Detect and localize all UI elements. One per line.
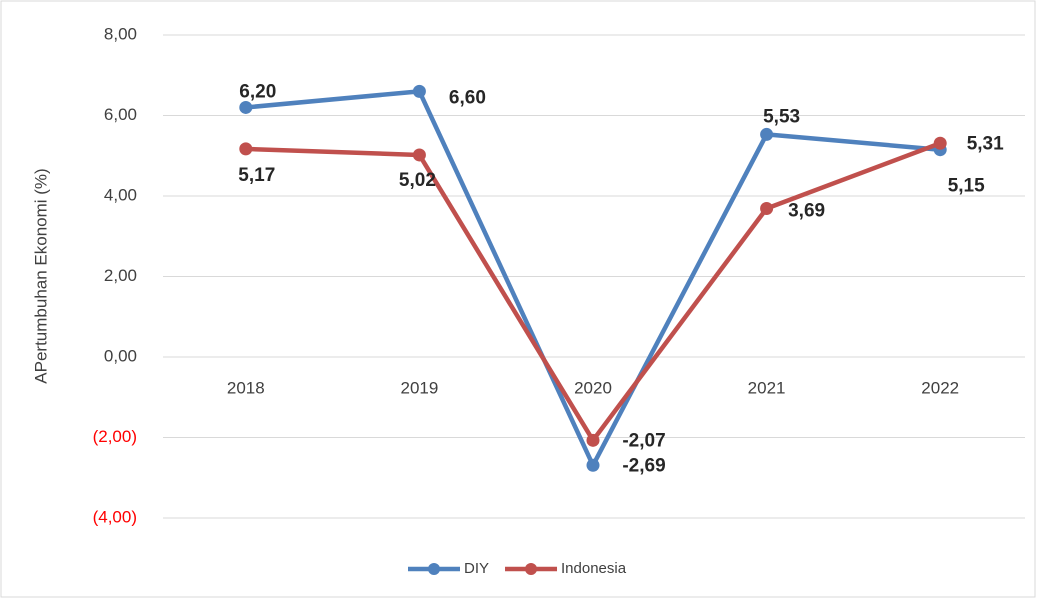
y-tick-label: (2,00): [93, 427, 137, 446]
data-label: 5,15: [948, 176, 985, 197]
data-label: 6,60: [449, 87, 486, 108]
x-tick-label: 2019: [400, 378, 438, 397]
data-point: [239, 142, 253, 156]
data-label: 3,69: [788, 200, 825, 221]
x-tick-label: 2020: [574, 378, 612, 397]
data-label: 6,20: [239, 81, 276, 102]
data-label: -2,69: [622, 455, 665, 476]
data-point: [412, 84, 426, 98]
y-tick-label: 4,00: [104, 185, 137, 204]
data-label: 5,02: [399, 170, 436, 191]
data-label: -2,07: [622, 430, 665, 451]
legend-label: DIY: [464, 560, 489, 577]
y-tick-label: 0,00: [104, 346, 137, 365]
y-tick-label: (4,00): [93, 507, 137, 526]
data-label: 5,17: [238, 165, 275, 186]
data-point: [760, 127, 774, 141]
y-tick-label: 2,00: [104, 266, 137, 285]
data-label: 5,53: [763, 106, 800, 127]
data-point: [239, 100, 253, 114]
data-point: [586, 433, 600, 447]
data-label: 5,31: [967, 133, 1004, 154]
x-tick-label: 2018: [227, 378, 265, 397]
legend-label: Indonesia: [561, 560, 627, 577]
y-axis-label: APertumbuhan Ekonomi (%): [31, 168, 50, 383]
x-tick-label: 2022: [921, 378, 959, 397]
y-tick-label: 6,00: [104, 105, 137, 124]
x-tick-label: 2021: [748, 378, 786, 397]
legend-marker: [525, 563, 538, 575]
data-point: [933, 136, 947, 150]
y-tick-label: 8,00: [104, 24, 137, 43]
data-point: [760, 201, 774, 215]
data-point: [586, 458, 600, 472]
data-point: [412, 148, 426, 162]
legend-marker: [428, 563, 440, 575]
